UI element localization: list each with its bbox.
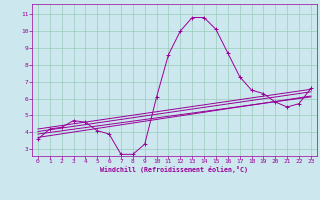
X-axis label: Windchill (Refroidissement éolien,°C): Windchill (Refroidissement éolien,°C) <box>100 166 248 173</box>
